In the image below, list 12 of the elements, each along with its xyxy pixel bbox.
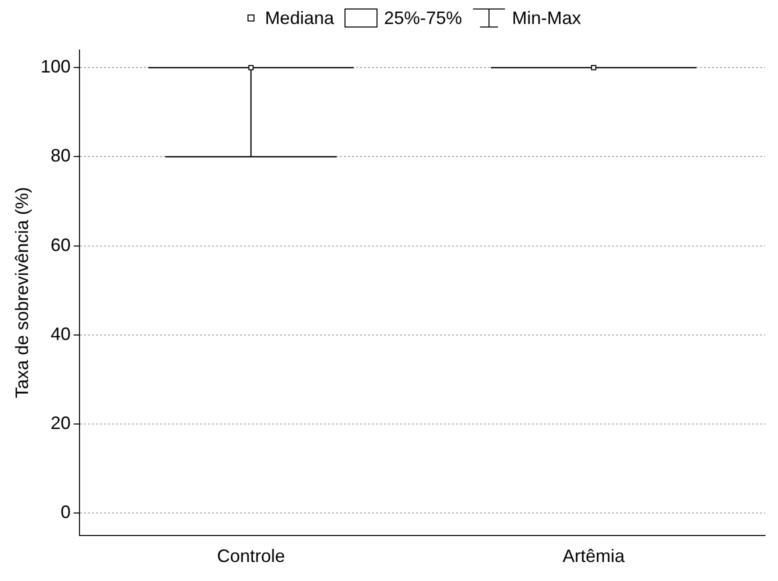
y-tick-label: 100: [40, 56, 71, 77]
y-tick-label: 0: [60, 502, 71, 522]
legend-label: Mediana: [264, 8, 334, 28]
y-tick-label: 20: [50, 412, 71, 433]
x-tick-label: Controle: [216, 546, 285, 566]
text: 25%-75%: [384, 8, 462, 28]
y-axis-title: Taxa de sobrevivência (%): [12, 187, 32, 398]
y-tick-label: 60: [50, 234, 71, 255]
y-tick-label: 40: [50, 324, 71, 344]
text: Min-Max: [512, 8, 582, 28]
y-tick-label: 80: [50, 146, 71, 166]
x-tick-label: Artêmia: [562, 546, 626, 566]
